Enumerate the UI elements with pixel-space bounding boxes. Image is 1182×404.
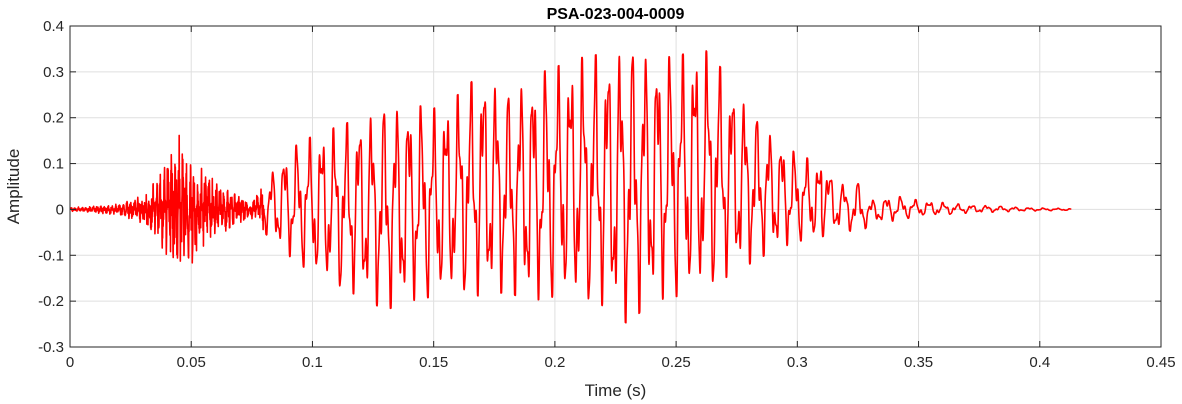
x-tick-label: 0.4 bbox=[1029, 354, 1050, 371]
plot-area bbox=[70, 26, 1161, 347]
y-tick-label: -0.2 bbox=[38, 293, 64, 310]
x-tick-label: 0.35 bbox=[904, 354, 933, 371]
y-axis-label: Amplitude bbox=[4, 149, 23, 225]
x-tick-label: 0.15 bbox=[419, 354, 448, 371]
ticks bbox=[69, 25, 1162, 348]
chart-title: PSA-023-004-0009 bbox=[547, 6, 685, 23]
x-tick-label: 0.45 bbox=[1146, 354, 1175, 371]
x-tick-label: 0.1 bbox=[302, 354, 323, 371]
y-tick-label: 0.2 bbox=[43, 110, 64, 127]
y-tick-label: 0.4 bbox=[43, 18, 64, 35]
x-tick-label: 0.25 bbox=[662, 354, 691, 371]
series-group bbox=[69, 50, 1072, 324]
y-tick-label: -0.3 bbox=[38, 339, 64, 356]
x-tick-label: 0.05 bbox=[177, 354, 206, 371]
x-axis-label: Time (s) bbox=[585, 381, 647, 400]
y-tick-label: 0 bbox=[56, 201, 64, 218]
x-tick-label: 0.3 bbox=[787, 354, 808, 371]
axes-box bbox=[69, 25, 1162, 348]
y-tick-label: 0.1 bbox=[43, 156, 64, 173]
y-tick-label: -0.1 bbox=[38, 247, 64, 264]
waveform-line bbox=[69, 50, 1072, 324]
y-tick-label: 0.3 bbox=[43, 64, 64, 81]
x-tick-label: 0 bbox=[66, 354, 74, 371]
tick-labels: 0 0.05 0.1 0.15 0.2 0.25 0.3 0.35 0.4 0.45 -0.3 -0.… bbox=[38, 18, 1175, 371]
x-tick-label: 0.2 bbox=[544, 354, 565, 371]
